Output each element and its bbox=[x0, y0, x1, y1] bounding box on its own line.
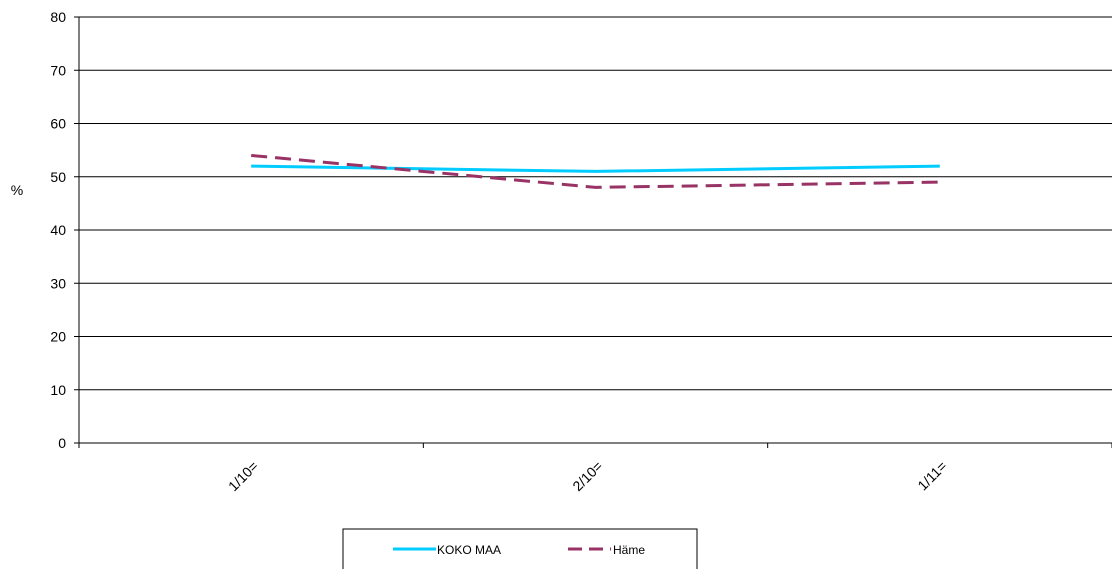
series-lines bbox=[251, 153, 940, 189]
x-tick-label: 2/10= bbox=[569, 458, 605, 494]
y-tick-label: 60 bbox=[50, 116, 66, 132]
legend: KOKO MAA Häme bbox=[342, 528, 698, 569]
y-tick-label: 50 bbox=[50, 169, 66, 185]
x-tick-labels: 1/10= 2/10= 1/11= bbox=[225, 458, 950, 494]
legend-label-koko-maa: KOKO MAA bbox=[437, 543, 501, 557]
y-axis-label: % bbox=[11, 182, 23, 198]
y-tick-labels: 0 10 20 30 40 50 60 70 80 bbox=[50, 9, 66, 451]
legend-label-hame: Häme bbox=[613, 543, 645, 557]
x-tick-label: 1/10= bbox=[225, 458, 261, 494]
y-tick-label: 70 bbox=[50, 62, 66, 78]
gridlines bbox=[79, 16, 1112, 391]
series-line-0 bbox=[251, 164, 940, 173]
y-tick-label: 30 bbox=[50, 275, 66, 291]
y-tick-label: 40 bbox=[50, 222, 66, 238]
x-tick-label: 1/11= bbox=[914, 458, 950, 494]
y-tick-label: 0 bbox=[58, 435, 66, 451]
y-tick-label: 20 bbox=[50, 329, 66, 345]
y-tick-label: 10 bbox=[50, 382, 66, 398]
axes bbox=[74, 16, 1112, 448]
y-tick-label: 80 bbox=[50, 9, 66, 25]
